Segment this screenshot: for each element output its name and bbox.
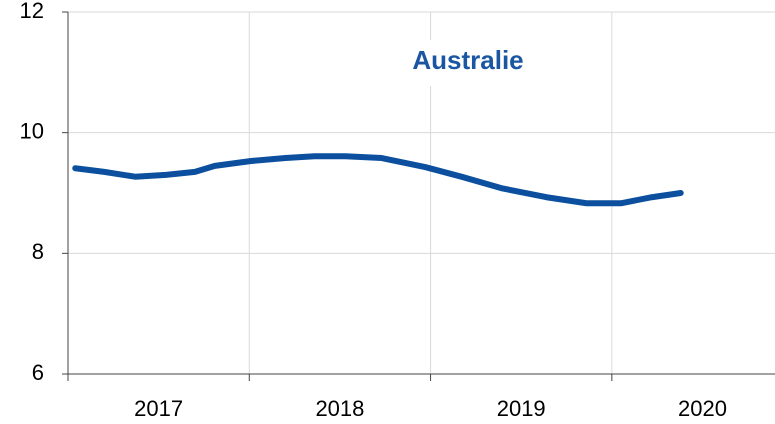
x-tick-label: 2018 [315,396,364,421]
y-tick-label: 12 [20,0,44,23]
title-background [386,40,550,86]
x-tick-label: 2020 [678,396,727,421]
x-tick-label: 2017 [134,396,183,421]
chart-title: Australie [412,45,523,75]
y-tick-label: 8 [32,239,44,264]
x-tick-label: 2019 [497,396,546,421]
y-tick-label: 10 [20,118,44,143]
y-tick-label: 6 [32,360,44,385]
line-series [72,153,684,207]
